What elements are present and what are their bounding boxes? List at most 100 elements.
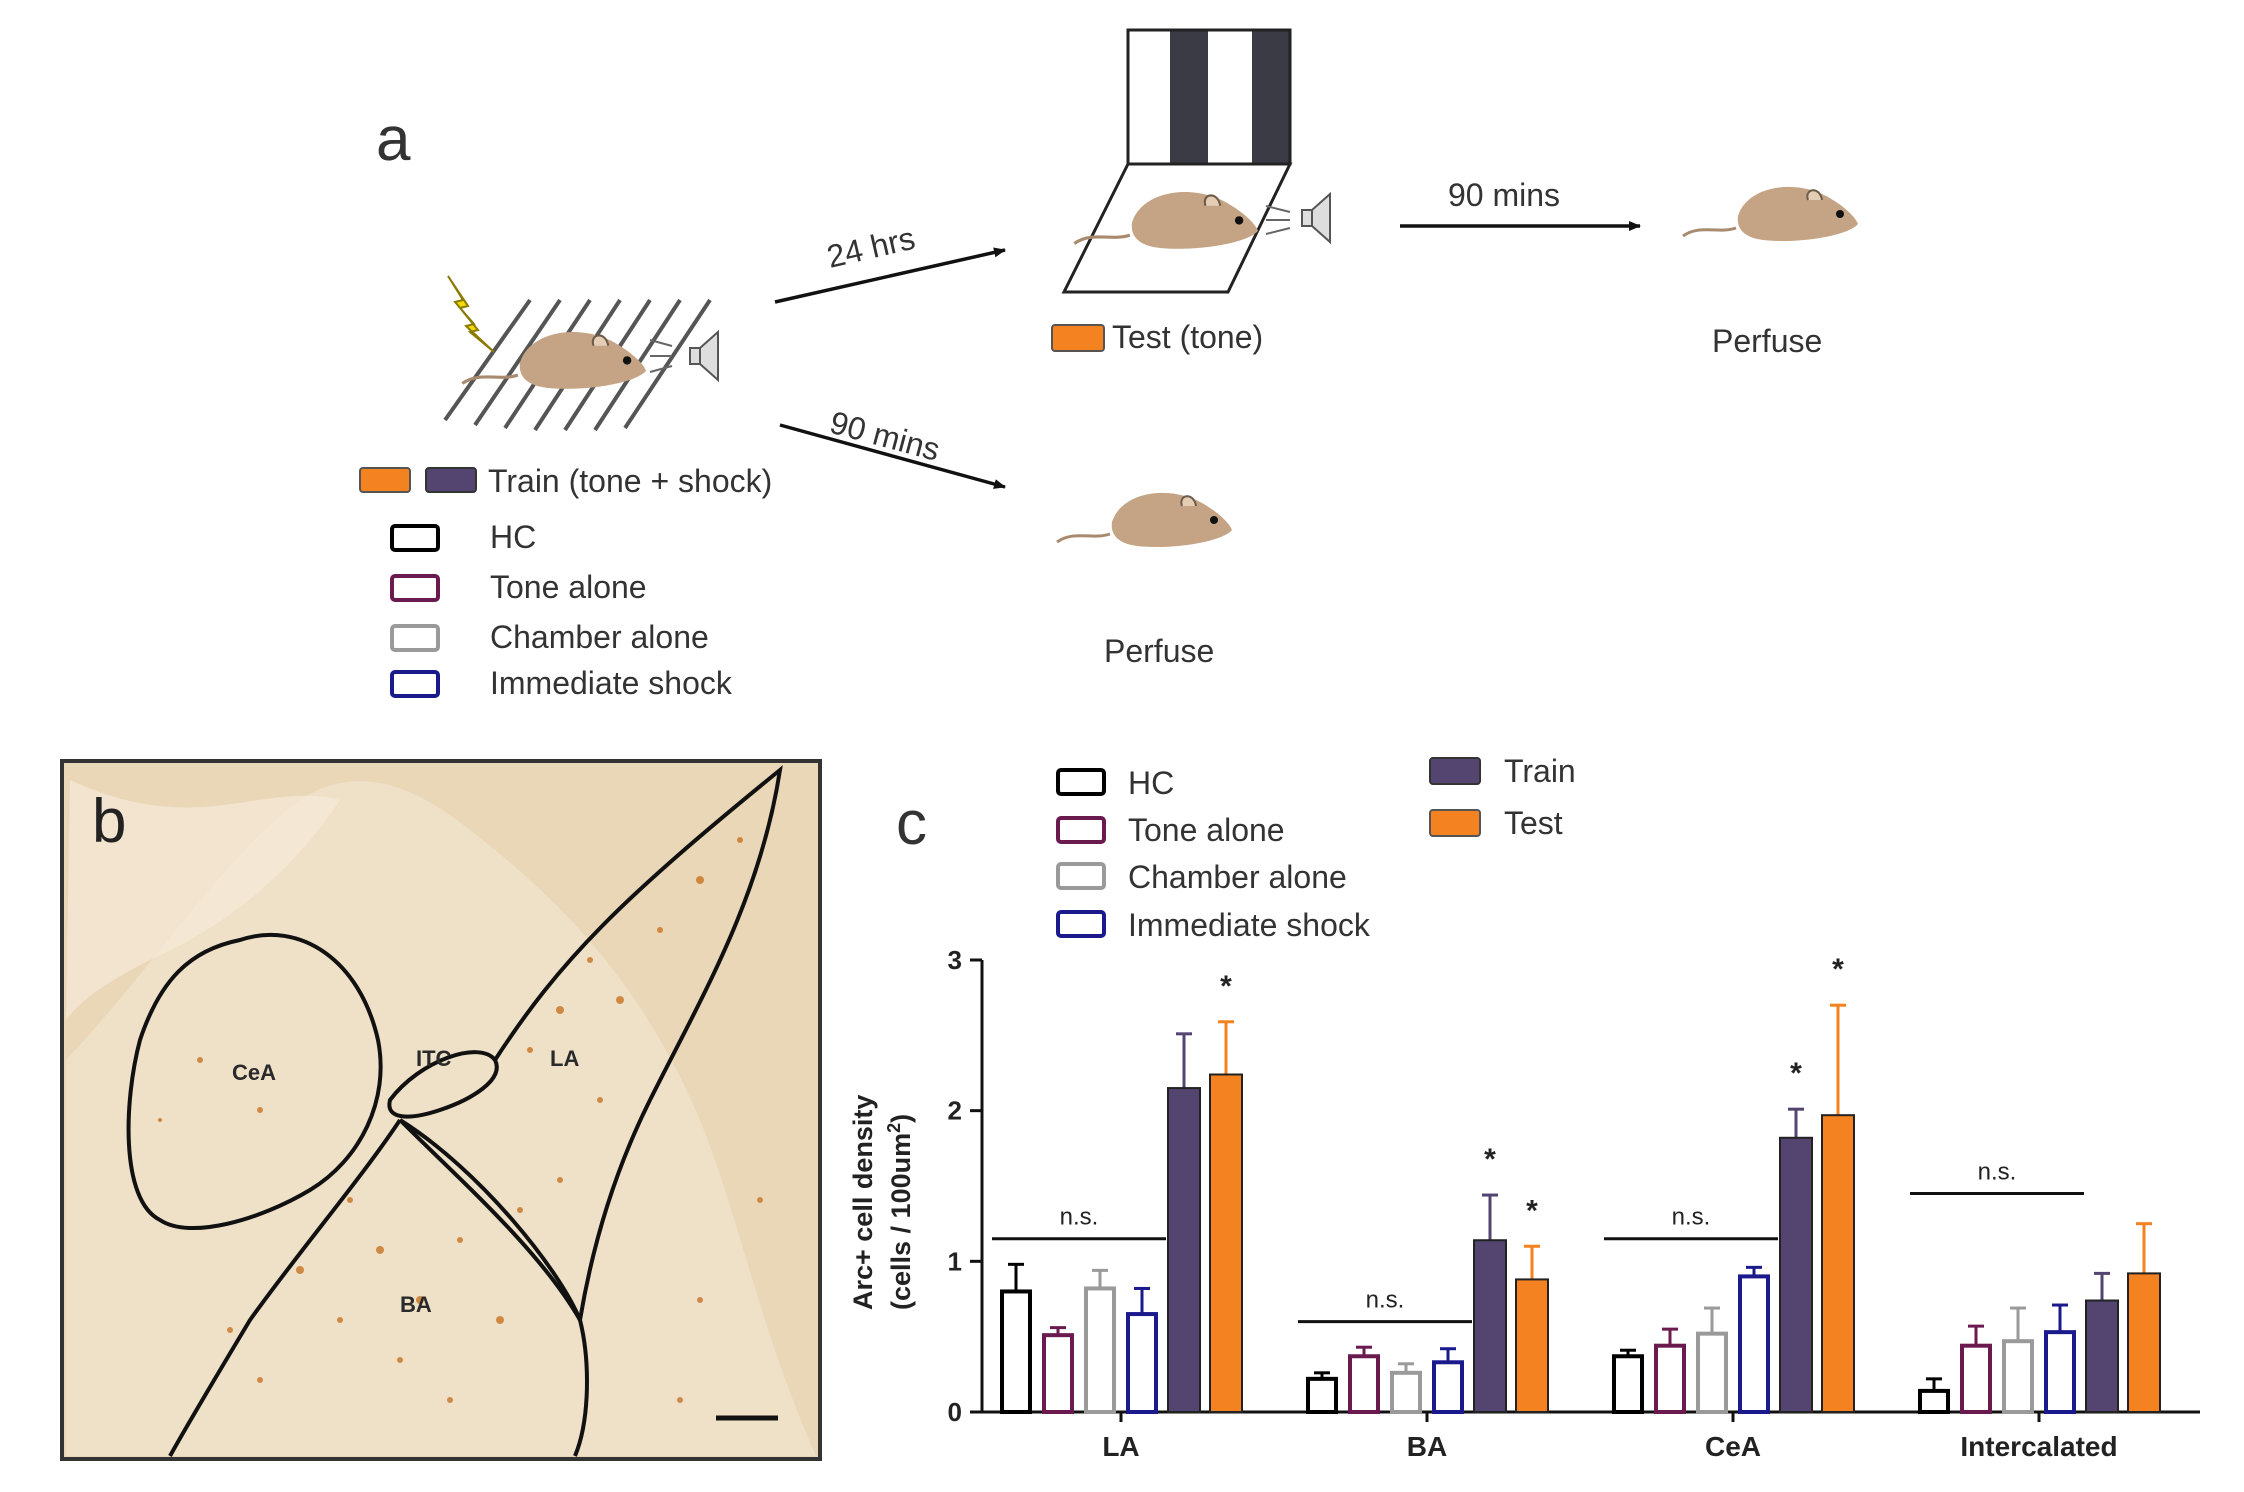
significance-star: *: [1484, 1143, 1496, 1176]
bar-chamber-alone-la: [1084, 1286, 1116, 1415]
y-axis-label-close: ): [886, 1114, 916, 1123]
bar-train-ba: [1473, 1239, 1507, 1413]
bar-train-cea: [1779, 1136, 1813, 1413]
c-legend-swatch-train: [1429, 757, 1481, 785]
arrow-90mins-bottom-label: 90 mins: [826, 404, 944, 468]
panel-a-label: a: [376, 105, 411, 174]
legend-swatch-chamber-alone: [390, 624, 440, 652]
arrow-24hrs: [774, 247, 1006, 304]
y-tick-label: 3: [948, 945, 962, 975]
bar-test-intercalated: [2127, 1272, 2161, 1414]
mouse-icon-train: [460, 330, 648, 391]
bar-hc-intercalated: [1918, 1388, 1950, 1414]
bar-immediate-shock-cea: [1738, 1274, 1770, 1415]
bar-immediate-shock-intercalated: [2044, 1330, 2076, 1414]
y-tick-label: 1: [948, 1246, 962, 1276]
x-tick-label-intercalated: Intercalated: [1960, 1431, 2117, 1462]
significance-star: *: [1832, 953, 1844, 986]
mouse-icon-perfuse-bottom: [1055, 491, 1234, 549]
bar-tone-alone-la: [1042, 1333, 1074, 1415]
train-test-swatch: [359, 467, 411, 493]
legend-label-tone-alone: Tone alone: [490, 569, 647, 605]
ns-label: n.s.: [1672, 1204, 1711, 1231]
region-ba: BA: [400, 1292, 432, 1317]
train-train-swatch: [425, 467, 477, 493]
sound-lines-test: [1265, 205, 1291, 235]
significance-star: *: [1526, 1194, 1538, 1227]
legend-swatch-immediate-shock: [390, 670, 440, 698]
y-axis-label-superscript: 2: [884, 1123, 904, 1133]
bar-immediate-shock-la: [1126, 1312, 1158, 1414]
bar-train-la: [1167, 1087, 1201, 1413]
x-tick-label-ba: BA: [1407, 1431, 1447, 1462]
bar-test-ba: [1515, 1278, 1549, 1413]
panel-b: CeA ITC LA BA b: [60, 759, 822, 1461]
c-legend-label-chamber-alone: Chamber alone: [1128, 859, 1347, 895]
train-label: Train (tone + shock): [488, 463, 772, 499]
region-outlines: [126, 765, 783, 1457]
y-tick-label: 0: [948, 1397, 962, 1427]
c-legend-label-test: Test: [1504, 805, 1563, 841]
c-legend-swatch-hc: [1056, 768, 1106, 796]
c-legend-label-hc: HC: [1128, 765, 1174, 801]
region-la: LA: [550, 1046, 579, 1071]
c-legend-swatch-chamber-alone: [1056, 862, 1106, 890]
c-legend-label-tone-alone: Tone alone: [1128, 812, 1285, 848]
y-axis-label-line2-main: (cells / 100um: [886, 1133, 916, 1310]
region-itc: ITC: [416, 1046, 452, 1071]
speaker-icon-test: [1301, 193, 1331, 243]
legend-label-chamber-alone: Chamber alone: [490, 619, 709, 655]
bar-test-cea: [1821, 1114, 1855, 1413]
bar-hc-la: [1000, 1289, 1032, 1415]
panel-a: a Train (tone + shock) HC Tone alone: [359, 28, 1860, 701]
significance-star: *: [1790, 1057, 1802, 1090]
bar-tone-alone-intercalated: [1960, 1343, 1992, 1414]
sound-lines-train: [649, 339, 673, 373]
striped-context-wall: [1126, 28, 1292, 166]
mouse-icon-perfuse-top: [1681, 185, 1860, 243]
bar-train-intercalated: [2085, 1299, 2119, 1414]
bar-hc-ba: [1306, 1376, 1338, 1415]
bar-chart-plot: 0 1 2 3 LA n.s. BA n.s. CeA n.s. Intercalated n.s. *…: [948, 945, 2200, 1462]
bar-chamber-alone-intercalated: [2002, 1339, 2034, 1414]
y-axis-label-line1: Arc+ cell density: [848, 1095, 878, 1310]
test-swatch: [1051, 324, 1105, 352]
c-legend-label-immediate-shock: Immediate shock: [1128, 907, 1371, 943]
ns-label: n.s.: [1060, 1204, 1099, 1231]
bar-hc-cea: [1612, 1354, 1644, 1414]
legend-label-immediate-shock: Immediate shock: [490, 665, 733, 701]
c-legend-swatch-tone-alone: [1056, 816, 1106, 844]
panel-c-label: c: [896, 789, 927, 858]
bar-test-la: [1209, 1073, 1243, 1414]
arrow-90mins-top-label: 90 mins: [1448, 177, 1560, 213]
test-label: Test (tone): [1112, 319, 1263, 355]
x-tick-label-la: LA: [1102, 1431, 1139, 1462]
panel-b-label: b: [92, 787, 126, 856]
bar-chamber-alone-cea: [1696, 1331, 1728, 1414]
speaker-icon-train: [689, 331, 719, 381]
bar-immediate-shock-ba: [1432, 1360, 1464, 1415]
arrow-90mins-bottom: [779, 423, 1006, 489]
lightning-icon: [447, 275, 495, 353]
ns-label: n.s.: [1366, 1287, 1405, 1314]
legend-swatch-tone-alone: [390, 574, 440, 602]
c-legend-swatch-immediate-shock: [1056, 910, 1106, 938]
bar-chamber-alone-ba: [1390, 1370, 1422, 1414]
c-legend-swatch-test: [1429, 809, 1481, 837]
ns-label: n.s.: [1978, 1159, 2017, 1186]
perfuse-bottom-label: Perfuse: [1104, 633, 1214, 669]
legend-swatch-hc: [390, 524, 440, 552]
region-cea: CeA: [232, 1060, 276, 1085]
legend-label-hc: HC: [490, 519, 536, 555]
bar-tone-alone-ba: [1348, 1354, 1380, 1414]
y-tick-label: 2: [948, 1096, 962, 1126]
arrow-24hrs-label: 24 hrs: [823, 220, 918, 275]
perfuse-top-label: Perfuse: [1712, 323, 1822, 359]
x-tick-label-cea: CeA: [1705, 1431, 1761, 1462]
histology-dots: [158, 837, 763, 1403]
c-legend-label-train: Train: [1504, 753, 1576, 789]
panel-c: c HC Tone alone Chamber alone Immediate …: [848, 753, 2200, 1462]
y-axis-label-line2: (cells / 100um2): [884, 1114, 916, 1310]
bar-tone-alone-cea: [1654, 1343, 1686, 1414]
